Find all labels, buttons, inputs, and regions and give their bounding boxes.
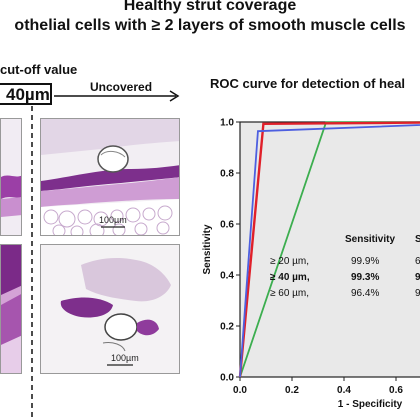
plot-background bbox=[239, 121, 420, 378]
table-specificity: 66.9% bbox=[415, 256, 420, 267]
x-tick-label: 0.4 bbox=[337, 385, 351, 396]
table-specificity: 93.1% bbox=[415, 288, 420, 299]
roc-curve-series-3 bbox=[239, 124, 420, 378]
y-axis-label: Sensitivity bbox=[202, 224, 213, 274]
scale-bar-label: 100µm bbox=[99, 215, 127, 225]
x-axis-label: 1 - Specificity bbox=[338, 399, 403, 410]
table-sensitivity: 96.4% bbox=[351, 288, 379, 299]
roc-table: Sensitivity Specifi ≥ 20 µm, 99.9% 66.9% ≥ 40… bbox=[270, 234, 420, 299]
figure-title: Healthy strut coverage bbox=[123, 0, 297, 14]
table-specificity: 91.0% bbox=[415, 272, 420, 283]
roc-curve-series-2 bbox=[238, 121, 420, 378]
x-tick-label: 0.0 bbox=[233, 385, 247, 396]
y-tick-label: 0.6 bbox=[220, 220, 234, 231]
table-threshold: ≥ 40 µm, bbox=[270, 272, 310, 283]
roc-title: ROC curve for detection of heal bbox=[210, 76, 406, 91]
histology-image-bottom-right: 100µm bbox=[40, 244, 180, 374]
table-header: Sensitivity bbox=[345, 234, 395, 245]
histology-image-bottom-left bbox=[0, 244, 22, 374]
roc-plot-area bbox=[239, 121, 420, 378]
y-tick-label: 1.0 bbox=[220, 118, 234, 129]
table-sensitivity: 99.3% bbox=[351, 272, 379, 283]
table-threshold: ≥ 20 µm, bbox=[270, 256, 309, 267]
roc-axes: 0.00.20.40.60.81.00.00.20.40.60.8 bbox=[220, 118, 403, 397]
table-header: Specifi bbox=[415, 234, 420, 245]
scale-bar-label: 100µm bbox=[111, 353, 139, 363]
uncovered-label: Uncovered bbox=[90, 80, 153, 94]
cutoff-dashed-line bbox=[31, 106, 33, 420]
histology-image-top-left bbox=[0, 118, 22, 236]
table-threshold: ≥ 60 µm, bbox=[270, 288, 309, 299]
uncovered-arrow-icon bbox=[54, 90, 180, 102]
y-tick-label: 0.2 bbox=[220, 322, 234, 333]
table-sensitivity: 99.9% bbox=[351, 256, 379, 267]
histology-image-top-right: 100µm bbox=[40, 118, 180, 236]
roc-chart: 0.00.20.40.60.81.00.00.20.40.60.8 Sensit… bbox=[202, 118, 420, 410]
y-tick-label: 0.8 bbox=[220, 169, 234, 180]
figure-subtitle: othelial cells with ≥ 2 layers of smooth… bbox=[14, 17, 406, 34]
y-tick-label: 0.0 bbox=[220, 373, 234, 384]
y-tick-label: 0.4 bbox=[220, 271, 234, 282]
cutoff-label: cut-off value bbox=[0, 62, 78, 77]
x-tick-label: 0.6 bbox=[389, 385, 403, 396]
x-tick-label: 0.2 bbox=[285, 385, 299, 396]
cutoff-value-box: 40µm bbox=[0, 83, 52, 105]
roc-curves bbox=[238, 121, 420, 378]
